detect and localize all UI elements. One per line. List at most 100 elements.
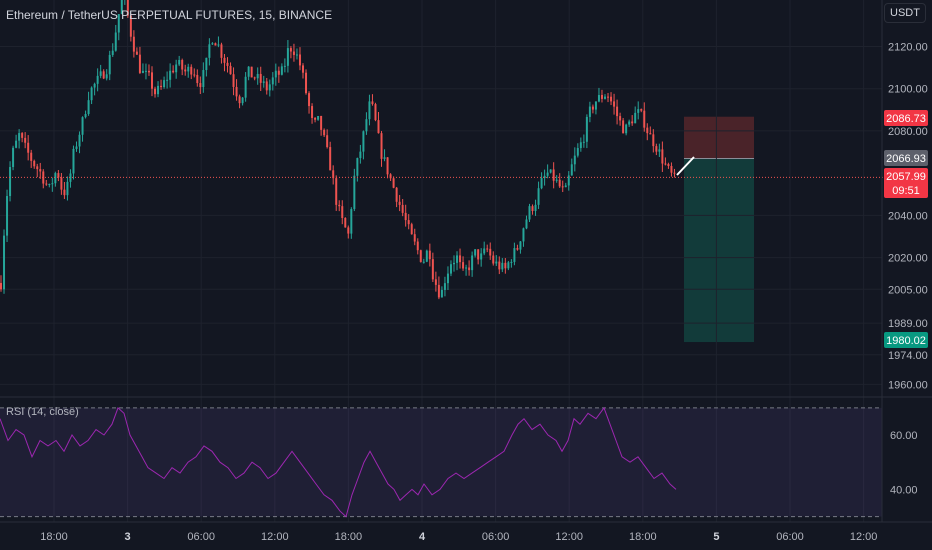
candle: [585, 116, 588, 142]
candle: [72, 148, 75, 174]
candle: [132, 36, 135, 52]
candle: [459, 255, 462, 263]
candle: [205, 57, 208, 71]
candle: [250, 66, 253, 78]
candle: [175, 64, 178, 73]
target-price-label: 2086.73: [884, 110, 928, 126]
candle: [658, 149, 661, 152]
candle: [564, 185, 567, 188]
candle: [371, 101, 374, 105]
target-zone[interactable]: [684, 116, 754, 159]
candle: [96, 75, 99, 84]
candle: [664, 163, 667, 165]
candle: [350, 209, 353, 234]
candle: [591, 106, 594, 110]
candle: [166, 79, 169, 81]
candle: [332, 170, 335, 179]
rsi-tick-label: 60.00: [890, 430, 918, 442]
candle: [597, 95, 600, 102]
price-tick-label: 2005.00: [888, 284, 928, 296]
candle: [576, 148, 579, 156]
candle: [99, 71, 102, 76]
candle: [111, 50, 114, 55]
candle: [428, 250, 431, 260]
candle: [181, 60, 184, 70]
candle: [253, 77, 256, 79]
candle: [353, 175, 356, 210]
candle: [24, 137, 27, 143]
candle: [480, 253, 483, 260]
price-tick-label: 2040.00: [888, 210, 928, 222]
candle: [519, 241, 522, 250]
chart-title[interactable]: Ethereum / TetherUS PERPETUAL FUTURES, 1…: [6, 8, 333, 22]
rsi-indicator-label[interactable]: RSI (14, close): [6, 406, 79, 418]
candle: [223, 57, 226, 63]
candle: [362, 131, 365, 152]
currency-button[interactable]: USDT: [884, 3, 926, 23]
candle: [320, 115, 323, 130]
candle: [178, 60, 181, 65]
rsi-tick-label: 40.00: [890, 484, 918, 496]
candle: [537, 188, 540, 205]
candle: [15, 140, 18, 148]
candle: [374, 104, 377, 121]
candle: [157, 85, 160, 95]
candle: [311, 106, 314, 118]
candle: [295, 54, 298, 56]
candle: [259, 73, 262, 83]
stop-price-label: 1980.02: [884, 332, 928, 348]
candle: [413, 234, 416, 242]
candle: [302, 65, 304, 73]
candle: [129, 15, 132, 37]
candle: [341, 206, 344, 218]
candle: [416, 241, 419, 251]
candle: [431, 259, 434, 280]
candle: [516, 248, 519, 250]
candle: [0, 282, 2, 290]
candle: [468, 267, 471, 271]
rsi-axis[interactable]: 60.00 40.00: [890, 430, 918, 496]
candle: [407, 220, 410, 225]
time-tick-label: 12:00: [261, 531, 289, 543]
price-axis[interactable]: 2120.00 2100.00 2080.00 2040.00 2020.00 2005.…: [888, 41, 928, 391]
candle: [622, 120, 625, 134]
candle: [271, 77, 274, 85]
candle: [404, 212, 407, 221]
candle: [534, 204, 537, 212]
candle: [226, 62, 229, 66]
candle: [3, 235, 6, 290]
candle: [36, 166, 39, 170]
candle: [625, 124, 628, 134]
candle: [507, 262, 510, 269]
price-tick-label: 2080.00: [888, 126, 928, 138]
candle: [604, 96, 606, 99]
candle: [600, 95, 603, 99]
candle: [661, 149, 664, 164]
candle: [220, 44, 223, 58]
svg-text:1980.02: 1980.02: [886, 335, 926, 347]
stop-zone[interactable]: [684, 158, 754, 343]
candle: [498, 261, 501, 270]
candle: [199, 83, 202, 88]
candle: [634, 112, 637, 124]
candle: [368, 101, 371, 120]
candle: [483, 248, 486, 254]
candle: [172, 70, 175, 73]
candle: [389, 174, 392, 179]
candle: [380, 133, 383, 159]
candle: [317, 115, 320, 120]
candle: [504, 262, 507, 269]
candle: [208, 44, 211, 58]
candle: [546, 172, 549, 176]
candle: [280, 66, 283, 75]
candle: [48, 184, 51, 186]
candle: [308, 93, 311, 107]
time-axis[interactable]: 18:00 3 06:00 12:00 18:00 4 06:00 12:00 18:00 5 06…: [40, 531, 877, 543]
candle: [141, 70, 144, 73]
candle: [184, 69, 187, 72]
price-tick-label: 1974.00: [888, 350, 928, 362]
candle: [356, 158, 359, 176]
candle: [114, 32, 117, 51]
price-tick-label: 1989.00: [888, 318, 928, 330]
